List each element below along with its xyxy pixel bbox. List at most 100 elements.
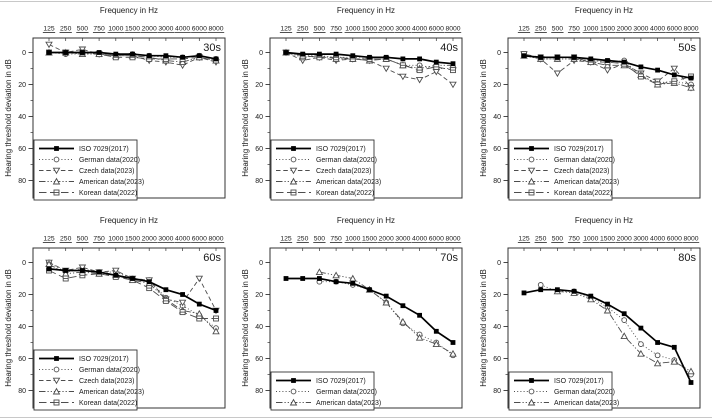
data-point: [213, 307, 219, 313]
x-tick-labels: 125 250 500 750 1000 1500 2000 3000 4000 6000 8000: [280, 26, 462, 34]
data-point: [178, 299, 187, 306]
data-point: [638, 325, 643, 330]
x-tick-label: 1000: [583, 235, 598, 242]
legend-marker: [528, 388, 535, 394]
chart-70s: Frequency in Hz 125 250 500 750 1000 1500 2000 3…: [241, 216, 463, 410]
data-point: [449, 349, 458, 357]
data-point: [571, 54, 577, 60]
legend-marker: [290, 156, 297, 163]
legend-label: ISO 7029(2017): [554, 377, 604, 384]
data-point: [367, 54, 373, 60]
legend-label: American data(2023): [79, 179, 144, 186]
data-point: [688, 75, 694, 81]
x-axis-title: Frequency in Hz: [100, 6, 158, 15]
y-axis-title: Hearing threshold deviation in dB: [4, 59, 13, 177]
x-axis-title: Frequency in Hz: [575, 6, 633, 15]
y-tick-label: 0: [259, 50, 263, 57]
legend-item: German data(2020): [276, 388, 377, 395]
data-point: [636, 349, 645, 357]
series-czech-data-2023-: [45, 259, 220, 314]
x-tick-label: 750: [331, 26, 343, 33]
y-tick-label: 60: [18, 355, 26, 362]
x-tick-labels: 125 250 500 750 1000 1500 2000 3000 4000 6000 8000: [517, 235, 699, 243]
legend-label: Czech data(2023): [79, 168, 135, 175]
series-line: [540, 283, 691, 375]
x-tick-label: 2000: [142, 235, 157, 242]
data-point: [315, 267, 324, 275]
data-point: [163, 286, 169, 292]
data-point: [671, 344, 677, 350]
series-line: [286, 52, 454, 85]
legend: ISO 7029(2017) German data(2020) Czech dat…: [508, 139, 619, 201]
legend-label: American data(2023): [316, 179, 381, 186]
y-axis-title: Hearing threshold deviation in dB: [241, 269, 250, 387]
legend-label: German data(2020): [316, 388, 377, 395]
y-tick-label: 20: [493, 292, 501, 299]
x-tick-label: 125: [281, 235, 293, 242]
data-point: [146, 53, 152, 59]
age-label: 30s: [203, 42, 221, 54]
y-tick-label: 0: [22, 50, 26, 57]
data-point: [400, 56, 406, 62]
data-point: [112, 267, 120, 274]
data-point: [79, 50, 85, 55]
legend: ISO 7029(2017) German data(2020) American …: [270, 371, 382, 410]
legend-item: Korean data(2022): [276, 189, 375, 197]
y-axis: 0 20 40 60 80: [493, 50, 508, 185]
legend-label: Czech data(2023): [79, 377, 135, 384]
x-tick-label: 500: [314, 235, 326, 242]
y-axis-title: Hearing threshold deviation in dB: [4, 269, 13, 387]
data-point: [78, 264, 87, 271]
panel-50s: Frequency in Hz 125 250 500 750 1000 1500 2000 3…: [475, 0, 712, 209]
x-tick-label: 750: [568, 26, 580, 33]
y-tick-label: 0: [22, 260, 26, 267]
legend-label: American data(2023): [79, 388, 144, 395]
data-point: [603, 67, 611, 74]
legend-box: [33, 139, 138, 201]
legend-marker: [527, 177, 535, 185]
data-point: [283, 275, 289, 281]
data-point: [521, 53, 527, 59]
x-tick-label: 8000: [208, 235, 223, 242]
data-point: [46, 50, 52, 55]
legend-marker: [54, 355, 59, 361]
data-point: [350, 280, 356, 286]
y-axis: 0 20 40 60 80: [493, 260, 508, 394]
data-point: [571, 288, 577, 294]
x-tick-label: 3000: [633, 26, 648, 33]
y-axis: 0 20 40 60 80: [256, 260, 271, 394]
data-point: [686, 83, 695, 91]
panel-70s: Frequency in Hz 125 250 500 750 1000 1500 2000 3…: [237, 210, 474, 419]
data-point: [688, 379, 694, 385]
legend-item: Czech data(2023): [38, 167, 135, 175]
chart-40s: Frequency in Hz 125 250 500 750 1000 1500 2000 3…: [241, 6, 463, 201]
x-axis-title: Frequency in Hz: [337, 216, 395, 225]
legend-box: [270, 371, 375, 410]
x-tick-label: 1000: [108, 26, 123, 33]
y-tick-label: 20: [493, 82, 501, 89]
series-iso-7029-2017-: [46, 266, 219, 313]
data-point: [586, 294, 595, 302]
legend-item: Czech data(2023): [276, 167, 372, 175]
data-point: [113, 51, 119, 57]
legend-marker: [528, 156, 535, 163]
data-point: [450, 339, 456, 345]
series-line: [48, 44, 217, 66]
data-point: [146, 278, 152, 284]
legend-item: ISO 7029(2017): [276, 146, 366, 153]
x-tick-labels: 125 250 500 750 1000 1500 2000 3000 4000 6000 8000: [42, 235, 225, 243]
legend-label: ISO 7029(2017): [79, 355, 129, 362]
x-tick-label: 2000: [142, 26, 157, 33]
legend-label: ISO 7029(2017): [316, 377, 366, 384]
x-tick-label: 250: [535, 235, 547, 242]
legend-label: Czech data(2023): [554, 168, 610, 175]
x-tick-label: 125: [43, 235, 55, 242]
y-tick-label: 60: [18, 146, 26, 153]
data-point: [637, 340, 644, 347]
data-point: [416, 333, 424, 341]
y-tick-label: 0: [259, 260, 263, 267]
data-point: [283, 50, 289, 55]
legend-marker: [54, 146, 59, 151]
x-tick-label: 4000: [412, 235, 427, 242]
legend-item: Czech data(2023): [513, 167, 610, 175]
